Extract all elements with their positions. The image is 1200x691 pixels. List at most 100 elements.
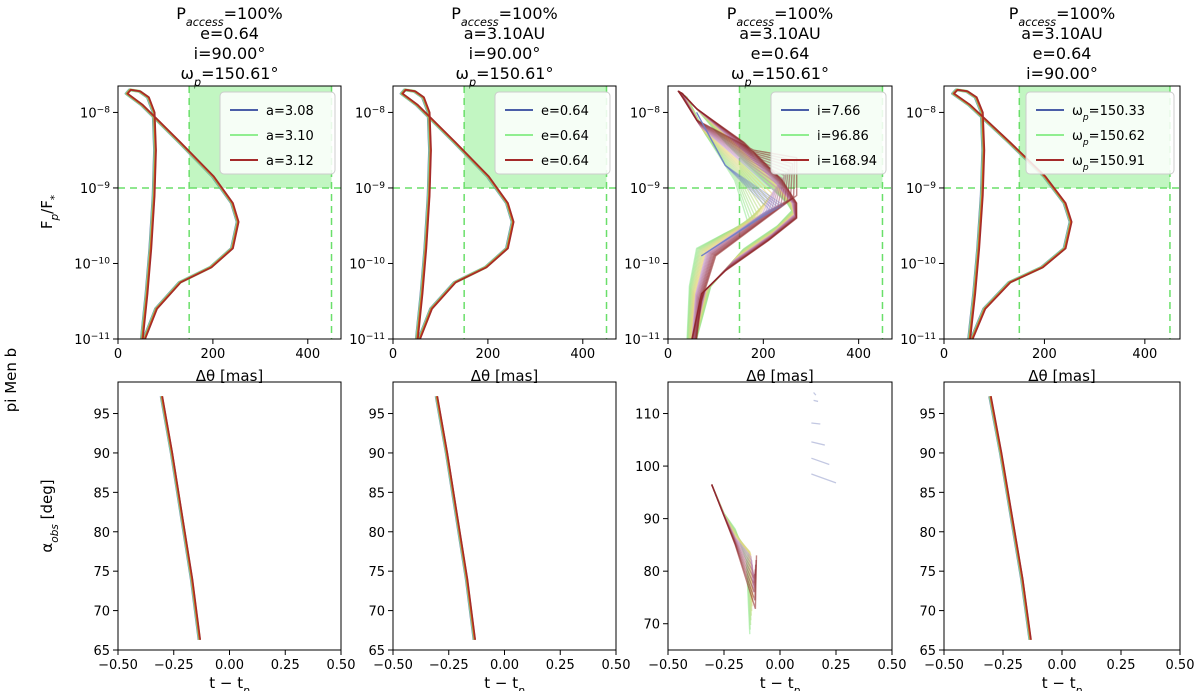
panel-title-line: ωp=150.61° bbox=[731, 64, 829, 89]
x-tick-label: 200 bbox=[1032, 347, 1057, 362]
y-tick-label: 10−9 bbox=[80, 181, 110, 197]
x-tick-label: 0 bbox=[114, 347, 122, 362]
phase-curve bbox=[711, 484, 753, 607]
legend-label: e=0.64 bbox=[541, 154, 589, 169]
y-tick-label: 10−8 bbox=[906, 105, 936, 121]
x-tick-label: 0.25 bbox=[271, 658, 300, 673]
phase-segment bbox=[811, 473, 837, 484]
y-tick-label: 75 bbox=[368, 565, 385, 580]
phase-curve bbox=[161, 396, 202, 640]
y-tick-label: 10−8 bbox=[80, 105, 110, 121]
legend-label: ωp=150.33 bbox=[1072, 104, 1145, 123]
y-tick-label: 65 bbox=[919, 644, 936, 659]
top-panel-1: Paccess=100%e=0.64i=90.00°ωp=150.61° 0 200… bbox=[74, 4, 342, 385]
x-axis-label: t − tp bbox=[209, 674, 250, 691]
x-tick-label: −0.25 bbox=[154, 658, 194, 673]
x-tick-label: 0 bbox=[664, 347, 672, 362]
y-tick-label: 80 bbox=[643, 565, 660, 580]
legend-label: e=0.64 bbox=[541, 104, 589, 119]
phase-curve bbox=[436, 396, 477, 640]
y-tick-label: 95 bbox=[93, 408, 110, 423]
bottom-y-axis-label: αobs [deg] bbox=[38, 479, 61, 552]
y-tick-label: 10−9 bbox=[630, 181, 660, 197]
flux-curve bbox=[696, 112, 785, 257]
panel-title-line: i=90.00° bbox=[194, 44, 266, 63]
y-tick-label: 10−11 bbox=[624, 332, 660, 348]
phase-segment bbox=[813, 392, 817, 396]
x-tick-label: 0 bbox=[940, 347, 948, 362]
x-tick-label: 200 bbox=[751, 347, 776, 362]
flux-curve bbox=[696, 112, 776, 257]
x-axis-label: Δθ [mas] bbox=[1028, 367, 1096, 385]
y-tick-label: 85 bbox=[368, 486, 385, 501]
legend-label: a=3.10 bbox=[266, 129, 314, 144]
y-tick-label: 90 bbox=[368, 447, 385, 462]
phase-segment bbox=[811, 441, 825, 446]
y-tick-label: 65 bbox=[93, 644, 110, 659]
axes-frame bbox=[667, 85, 893, 340]
panel-title-line: i=90.00° bbox=[1026, 64, 1098, 83]
x-axis-label: Δθ [mas] bbox=[746, 367, 814, 385]
row-label: pi Men b bbox=[2, 348, 20, 412]
x-tick-label: 0.25 bbox=[822, 658, 851, 673]
panel-title-line: a=3.10AU bbox=[1021, 24, 1103, 43]
panel-title-line: Paccess=100% bbox=[727, 4, 834, 29]
bottom-panel-3: −0.50 −0.25 0.00 0.25 0.50 70 80 90 100 110 t − tp bbox=[635, 381, 906, 691]
panel-title-line: a=3.10AU bbox=[464, 24, 546, 43]
legend-box bbox=[219, 91, 336, 175]
x-axis-label: Δθ [mas] bbox=[471, 367, 539, 385]
x-tick-label: 0 bbox=[389, 347, 397, 362]
x-tick-label: 400 bbox=[295, 347, 320, 362]
legend-label: ωp=150.62 bbox=[1072, 129, 1145, 148]
flux-curve bbox=[696, 112, 770, 257]
x-tick-label: 0.25 bbox=[1107, 658, 1136, 673]
legend-box bbox=[770, 91, 887, 175]
y-tick-label: 10−11 bbox=[900, 332, 936, 348]
legend-label: e=0.64 bbox=[541, 129, 589, 144]
y-tick-label: 10−10 bbox=[349, 256, 385, 272]
x-axis-label: t − tp bbox=[484, 674, 525, 691]
y-tick-label: 80 bbox=[93, 526, 110, 541]
y-tick-label: 65 bbox=[368, 644, 385, 659]
top-y-axis-label: Fp/F* bbox=[38, 195, 61, 229]
phase-curve bbox=[711, 484, 758, 610]
x-axis-label: t − tp bbox=[760, 674, 801, 691]
flux-curve bbox=[696, 112, 779, 257]
y-tick-label: 80 bbox=[919, 526, 936, 541]
phase-curve bbox=[160, 395, 201, 640]
legend-label: a=3.08 bbox=[266, 104, 314, 119]
flux-curve bbox=[401, 89, 515, 340]
y-tick-label: 10−8 bbox=[630, 105, 660, 121]
y-tick-label: 85 bbox=[93, 486, 110, 501]
y-tick-label: 10−9 bbox=[906, 181, 936, 197]
x-tick-label: 200 bbox=[475, 347, 500, 362]
x-tick-label: 0.50 bbox=[327, 658, 356, 673]
x-tick-label: 0.50 bbox=[1166, 658, 1195, 673]
panel-title-line: e=0.64 bbox=[751, 44, 810, 63]
axes-frame bbox=[117, 85, 342, 340]
panels-group: Paccess=100%e=0.64i=90.00°ωp=150.61°0 200… bbox=[38, 4, 1194, 691]
flux-curve bbox=[953, 89, 1073, 340]
x-axis-label: t − tp bbox=[1042, 674, 1083, 691]
panel-title-line: e=0.64 bbox=[1033, 44, 1092, 63]
x-tick-label: −0.25 bbox=[704, 658, 744, 673]
axes-frame bbox=[667, 381, 893, 651]
bottom-panel-4: −0.50 −0.25 0.00 0.25 0.50 65 70 75 80 85 90 95 t − … bbox=[919, 381, 1195, 691]
legend-label: i=96.86 bbox=[817, 129, 869, 144]
y-tick-label: 10−9 bbox=[355, 181, 385, 197]
panel-title-line: Paccess=100% bbox=[1009, 4, 1116, 29]
x-tick-label: −0.50 bbox=[648, 658, 688, 673]
axes-frame bbox=[392, 381, 617, 651]
axes-frame bbox=[943, 381, 1181, 651]
axes-frame bbox=[943, 85, 1181, 340]
panel-title-line: ωp=150.61° bbox=[181, 64, 279, 89]
x-axis-label: Δθ [mas] bbox=[196, 367, 264, 385]
x-tick-label: −0.50 bbox=[373, 658, 413, 673]
legend-label: i=168.94 bbox=[817, 154, 877, 169]
y-tick-label: 95 bbox=[368, 408, 385, 423]
flux-curve bbox=[677, 90, 798, 340]
x-tick-label: 400 bbox=[570, 347, 595, 362]
legend-box bbox=[1025, 91, 1175, 175]
